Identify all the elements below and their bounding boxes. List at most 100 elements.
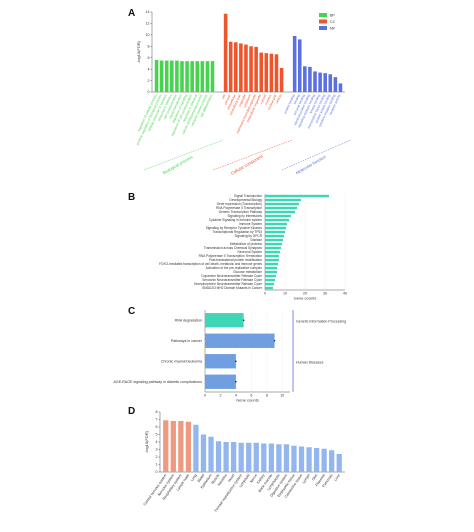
legend-swatch — [319, 13, 327, 17]
y-tick-label: Dopamine Neurotransmitter Release Cycle — [201, 274, 262, 278]
bar — [159, 60, 164, 92]
x-tick-label: Placenta — [315, 473, 326, 487]
bar — [170, 421, 176, 472]
y-tick-label: Norepinephrine Neurotransmitter Release … — [194, 282, 262, 286]
bar — [239, 43, 243, 92]
bar — [292, 36, 297, 92]
x-axis-title: Gene counts — [236, 398, 259, 403]
x-tick-label: 2 — [219, 394, 221, 398]
y-tick-label: Cytokine Signaling in Immune system — [209, 218, 262, 222]
legend-label: MF — [330, 27, 336, 31]
bar — [313, 448, 320, 472]
bar — [185, 421, 192, 472]
x-tick-label: 4 — [235, 394, 237, 398]
bar — [205, 374, 236, 389]
bar — [180, 61, 184, 92]
group-underline — [143, 139, 224, 171]
bar — [283, 444, 290, 472]
bar — [265, 250, 280, 254]
x-tick-label: Liver — [333, 473, 341, 482]
y-tick-label: RNA Polymerase II Transcription — [216, 206, 262, 210]
bar — [246, 442, 252, 472]
y-tick-label: 0 — [148, 90, 150, 94]
bar — [265, 286, 273, 290]
bar — [233, 42, 238, 92]
side-group-label: Human Diseases — [296, 360, 324, 364]
y-axis-title: -log10(FDR) — [144, 430, 149, 453]
y-tick-label: Signaling by Receptor Tyrosine Kinases — [206, 226, 263, 230]
y-tick-label: 8 — [148, 44, 150, 48]
bar — [265, 274, 276, 278]
bar — [328, 74, 333, 92]
x-tick-label: cell part — [223, 94, 231, 106]
group-label: Cellular component — [230, 153, 264, 176]
panel-label: D — [128, 406, 135, 417]
bar — [210, 61, 215, 92]
group-underline — [212, 139, 293, 171]
x-tick-label: Lung — [190, 473, 198, 482]
bar — [265, 258, 279, 262]
y-tick-label: Gene expression (Transcription) — [217, 202, 262, 206]
x-tick-label: cytoplasm — [242, 93, 252, 108]
bar — [265, 214, 291, 218]
y-tick-label: FOXO-mediated transcription of cell deat… — [159, 262, 262, 266]
panel-label: A — [128, 8, 135, 19]
y-tick-label: 2 — [156, 455, 158, 459]
bar — [274, 54, 279, 92]
x-tick-label: nucleus — [264, 93, 272, 105]
y-tick-label: RNA degradation — [175, 318, 202, 322]
y-tick-label: Signal Transduction — [234, 194, 262, 198]
bar — [265, 234, 284, 238]
bar-end-dot — [235, 360, 237, 363]
bar — [329, 450, 335, 472]
legend-label: CC — [330, 20, 336, 24]
bar — [338, 83, 343, 92]
legend-swatch — [319, 19, 327, 24]
y-tick-label: 12 — [146, 22, 150, 26]
bar — [265, 278, 275, 282]
bar — [163, 420, 169, 472]
bar — [265, 282, 274, 286]
x-tick-label: cytosol — [259, 93, 267, 104]
bar — [253, 442, 259, 472]
bar — [265, 198, 301, 202]
bar — [265, 242, 282, 246]
bar — [265, 230, 285, 234]
x-tick-label: 30 — [323, 292, 327, 296]
y-tick-label: Chronic myeloid leukemia — [161, 359, 202, 363]
bar — [298, 446, 305, 472]
x-tick-label: nuclear part — [267, 94, 278, 111]
bar — [261, 443, 267, 472]
x-tick-label: Skin — [311, 473, 318, 481]
bar — [313, 71, 317, 92]
bar-end-dot — [235, 380, 237, 383]
y-tick-label: 7 — [156, 418, 158, 422]
y-tick-label: Transcriptional Regulation by TP53 — [212, 230, 262, 234]
x-tick-label: binding — [293, 94, 301, 105]
y-tick-label: 4 — [156, 440, 158, 444]
y-tick-label: 4 — [148, 67, 150, 71]
y-tick-label: 8 — [156, 410, 158, 414]
y-tick-label: 0 — [156, 470, 158, 474]
bar — [208, 436, 214, 472]
bar — [228, 41, 233, 92]
bar — [259, 52, 264, 92]
y-tick-label: RNA Polymerase II Transcription Terminat… — [199, 254, 263, 258]
y-tick-label: Metabolism of proteins — [230, 242, 262, 246]
bar — [318, 72, 322, 92]
x-axis-title: Gene counts — [294, 296, 317, 301]
y-tick-label: Signaling by Interleukins — [227, 214, 262, 218]
x-tick-label: 0 — [264, 292, 266, 296]
bar — [231, 442, 237, 472]
bar — [308, 66, 312, 92]
bar — [205, 354, 236, 369]
bar — [193, 424, 199, 472]
bar — [249, 46, 253, 92]
group-label: Molecular function — [295, 154, 328, 176]
bar — [265, 206, 297, 210]
bar — [223, 13, 228, 92]
bar — [200, 61, 205, 92]
bar — [200, 434, 207, 472]
x-tick-label: Kidney — [256, 473, 266, 484]
panel-label: C — [128, 306, 135, 317]
